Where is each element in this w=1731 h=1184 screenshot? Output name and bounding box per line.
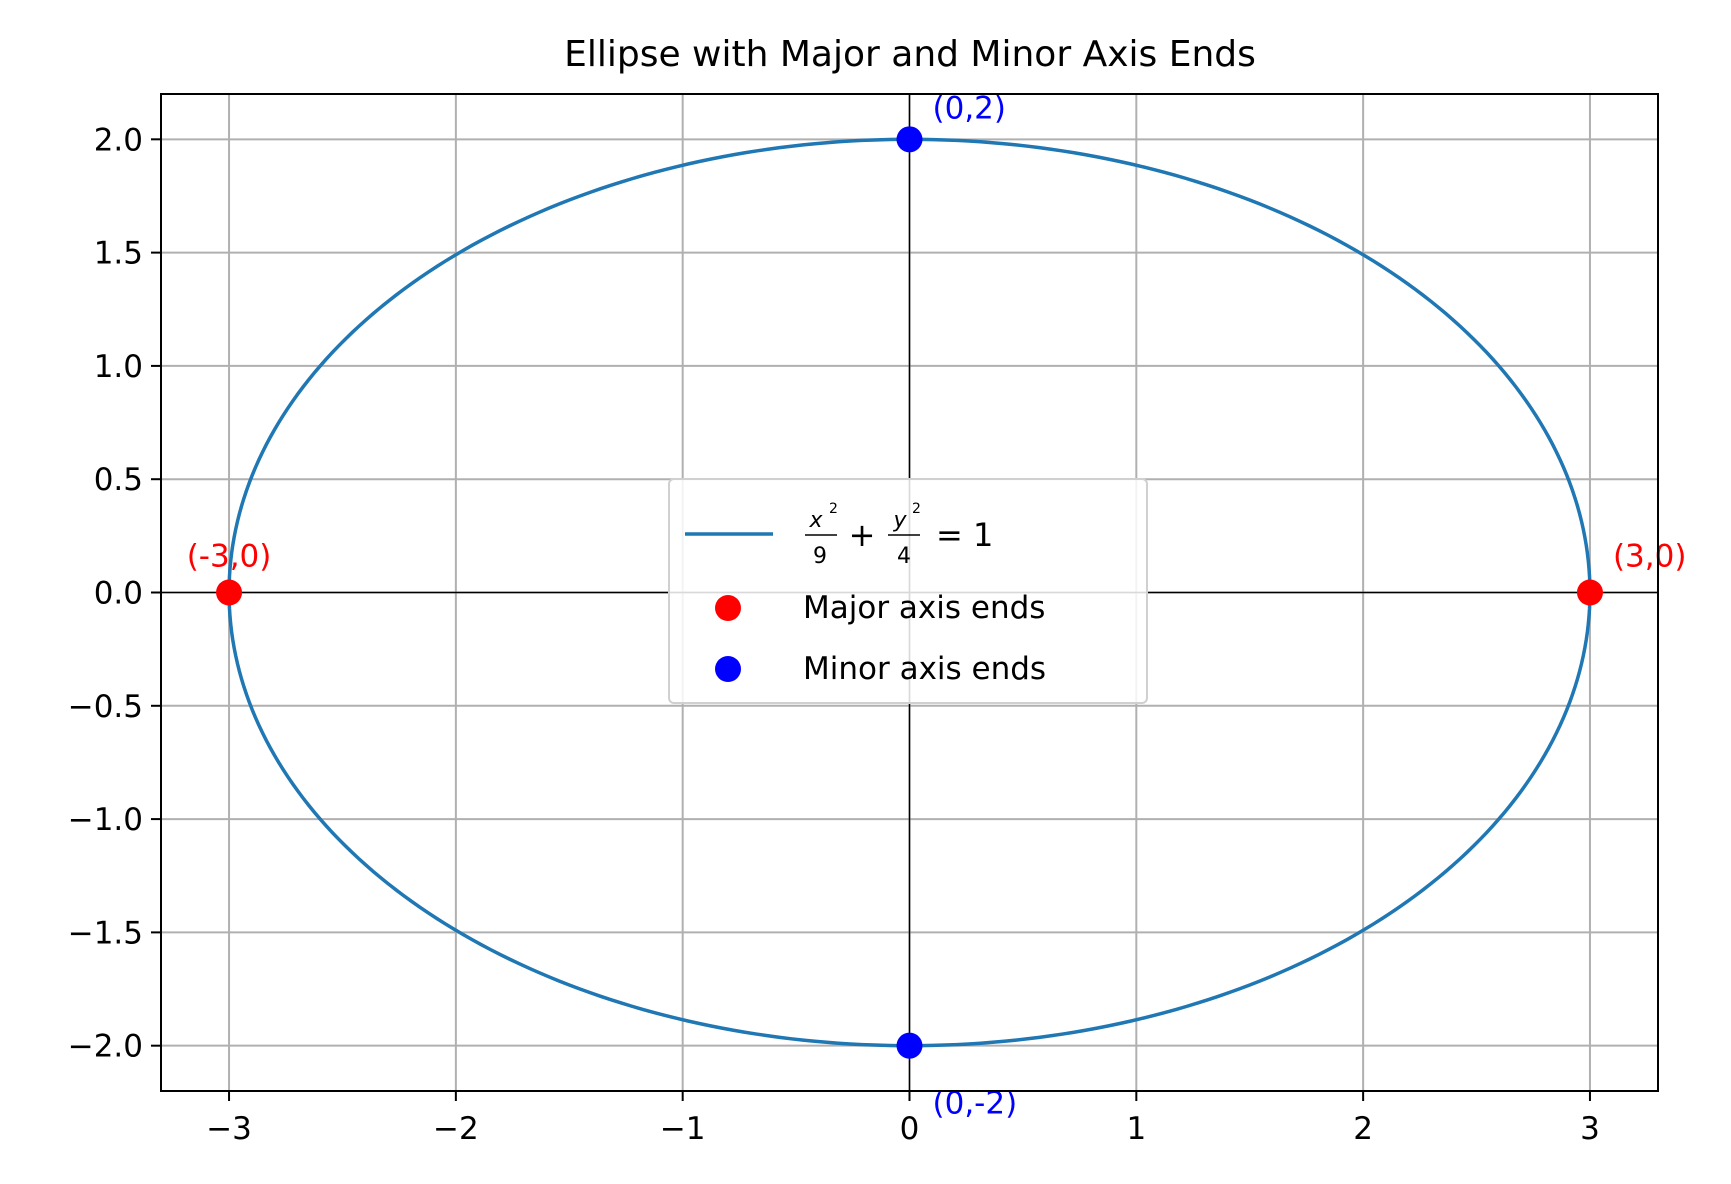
x-axis-ticks: −3 −2 −1 0 1 2 3 bbox=[206, 1091, 1600, 1147]
legend-equation: x 2 9 + y 2 4 = 1 bbox=[805, 501, 993, 569]
equation-x-denominator: 9 bbox=[813, 544, 827, 569]
equation-x-exponent: 2 bbox=[829, 501, 838, 517]
point-minor-2 bbox=[896, 126, 923, 153]
x-tick-label: −3 bbox=[206, 1111, 252, 1147]
y-tick-label: 0.0 bbox=[94, 576, 143, 612]
point-label-minor-2: (0,2) bbox=[933, 90, 1007, 126]
equation-plus: + bbox=[849, 516, 876, 554]
y-tick-label: 1.0 bbox=[94, 349, 143, 385]
legend-minor-label: Minor axis ends bbox=[803, 651, 1046, 687]
legend-major-marker bbox=[715, 595, 741, 621]
legend-major-label: Major axis ends bbox=[803, 590, 1045, 626]
equation-y-denominator: 4 bbox=[897, 544, 911, 569]
y-tick-label: −2.0 bbox=[68, 1029, 143, 1065]
legend-minor-marker bbox=[715, 656, 741, 682]
x-tick-label: 3 bbox=[1580, 1111, 1600, 1147]
point-minor-3 bbox=[896, 1032, 923, 1059]
point-major-0 bbox=[216, 579, 243, 606]
equation-y-numerator: y bbox=[892, 508, 907, 533]
axis-end-points bbox=[216, 126, 1603, 1059]
y-tick-label: 2.0 bbox=[94, 122, 143, 158]
y-tick-label: −1.0 bbox=[68, 802, 143, 838]
equation-rhs: = 1 bbox=[936, 516, 993, 554]
legend-box bbox=[668, 478, 1148, 704]
point-label-major-1: (3,0) bbox=[1613, 539, 1687, 575]
point-labels: (-3,0) (3,0)(0,2)(0,-2) bbox=[187, 90, 1687, 1121]
point-major-1 bbox=[1576, 579, 1603, 606]
y-tick-label: 1.5 bbox=[94, 236, 143, 272]
chart-title: Ellipse with Major and Minor Axis Ends bbox=[564, 34, 1256, 75]
equation-y-exponent: 2 bbox=[912, 501, 921, 517]
legend: x 2 9 + y 2 4 = 1 Major axis ends Minor … bbox=[668, 478, 1148, 704]
y-axis-ticks: 2.0 1.5 1.0 0.5 0.0 −0.5 −1.0 −1.5 −2.0 bbox=[68, 122, 161, 1065]
x-tick-label: −1 bbox=[660, 1111, 706, 1147]
point-label-major-0: (-3,0) bbox=[187, 539, 272, 575]
x-tick-label: −2 bbox=[433, 1111, 479, 1147]
x-tick-label: 0 bbox=[900, 1111, 920, 1147]
y-tick-label: −1.5 bbox=[68, 915, 143, 951]
equation-x-numerator: x bbox=[808, 508, 823, 533]
x-tick-label: 1 bbox=[1126, 1111, 1146, 1147]
y-tick-label: 0.5 bbox=[94, 462, 143, 498]
y-tick-label: −0.5 bbox=[68, 689, 143, 725]
x-tick-label: 2 bbox=[1353, 1111, 1373, 1147]
